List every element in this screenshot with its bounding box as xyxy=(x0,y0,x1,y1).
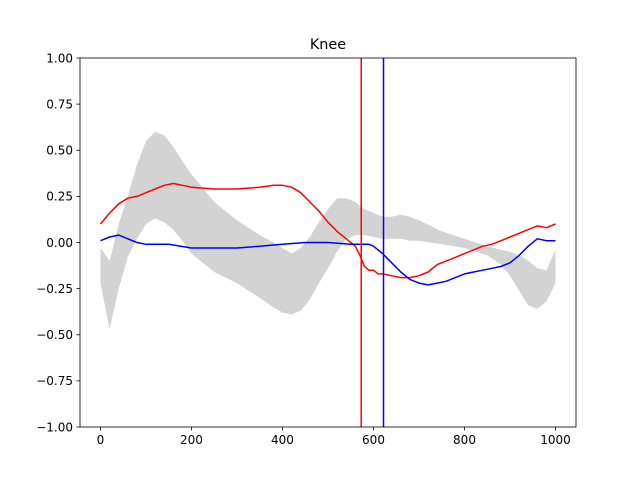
series-line-0 xyxy=(99,182,556,279)
x-tick-label: 0 xyxy=(97,433,105,447)
x-tick-label: 800 xyxy=(453,433,476,447)
y-tick-label: −1.00 xyxy=(36,420,73,434)
plot-content xyxy=(99,58,556,427)
y-tick-label: −0.25 xyxy=(36,282,73,296)
plot-area xyxy=(99,58,556,427)
y-tick-label: 0.50 xyxy=(46,144,73,158)
y-tick-label: −0.75 xyxy=(36,374,73,388)
x-tick-label: 400 xyxy=(271,433,294,447)
x-tick-label: 1000 xyxy=(540,433,571,447)
y-tick-label: 1.00 xyxy=(46,51,73,65)
series-line-1 xyxy=(100,234,556,286)
y-tick-label: 0.75 xyxy=(46,97,73,111)
range-band xyxy=(100,131,556,330)
y-tick-label: 0.00 xyxy=(46,236,73,250)
x-tick-label: 200 xyxy=(180,433,203,447)
chart-title: Knee xyxy=(310,37,346,53)
x-tick-label: 600 xyxy=(362,433,385,447)
y-tick-label: −0.50 xyxy=(36,328,73,342)
y-tick-label: 0.25 xyxy=(46,190,73,204)
axes: 0 200 400 600 800 1000 1.00 0.75 0.50 0.25 0.00 −0.… xyxy=(36,51,577,447)
